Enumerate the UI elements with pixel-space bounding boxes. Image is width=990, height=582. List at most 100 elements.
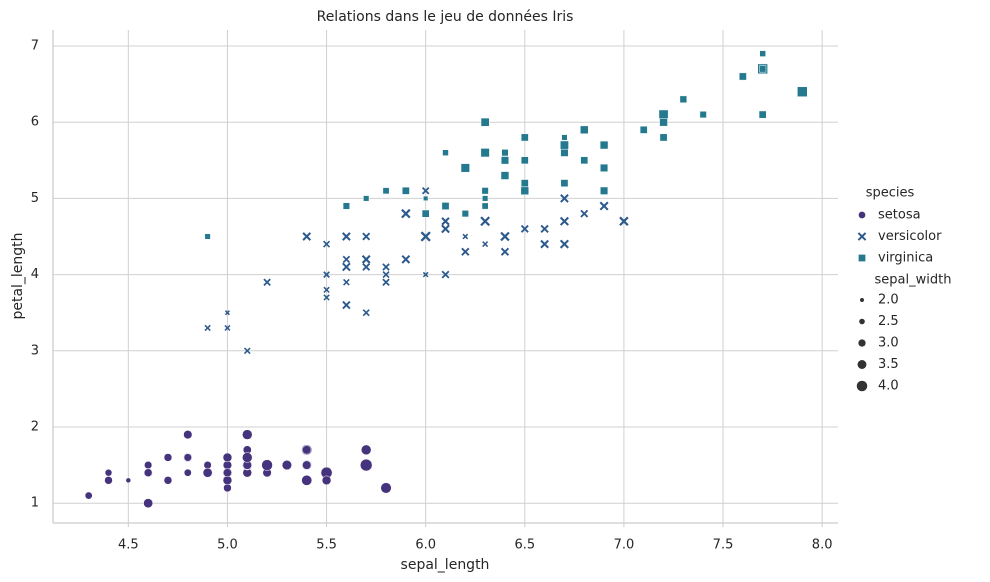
legend-label: 2.5 <box>878 314 899 329</box>
point <box>559 216 569 226</box>
point <box>163 476 173 485</box>
point <box>302 445 312 455</box>
point <box>619 216 629 226</box>
point <box>480 216 491 227</box>
legend-size-marker <box>860 298 864 302</box>
point <box>382 271 390 279</box>
x-axis-label: sepal_length <box>401 557 490 573</box>
point <box>441 224 450 234</box>
x-tick-label: 4.5 <box>118 538 139 553</box>
point <box>183 468 192 477</box>
point <box>203 461 212 470</box>
point <box>560 194 569 203</box>
point <box>501 149 509 157</box>
legend-marker <box>858 211 866 219</box>
point <box>222 452 233 463</box>
point <box>242 429 253 440</box>
point <box>104 476 113 485</box>
point <box>104 468 113 477</box>
point <box>223 483 232 493</box>
y-tick-label: 3 <box>31 343 39 358</box>
legend-size-marker <box>858 339 866 347</box>
point <box>441 202 450 210</box>
point <box>500 171 510 180</box>
legend-title: sepal_width <box>875 273 952 288</box>
point <box>561 134 568 141</box>
x-tick-label: 5.0 <box>217 538 238 553</box>
point <box>759 50 766 57</box>
point <box>362 232 371 241</box>
point <box>143 498 154 509</box>
legend-label: 4.0 <box>878 379 899 394</box>
point <box>500 156 510 165</box>
point <box>520 224 529 233</box>
grid <box>53 30 838 523</box>
legend-label: versicolor <box>878 229 942 244</box>
point <box>639 125 648 134</box>
point <box>342 300 351 310</box>
point <box>441 270 450 279</box>
point <box>659 117 668 127</box>
point <box>382 263 390 271</box>
point <box>302 460 312 470</box>
point <box>500 231 510 242</box>
point <box>362 309 370 317</box>
point <box>599 201 609 211</box>
x-tick-label: 6.5 <box>514 538 535 553</box>
y-tick-label: 7 <box>31 39 39 54</box>
legend-label: 2.0 <box>878 293 899 308</box>
point <box>401 255 411 264</box>
point <box>540 239 549 249</box>
point <box>382 278 390 286</box>
point <box>481 187 489 195</box>
point <box>482 195 489 202</box>
point <box>540 224 549 234</box>
y-tick-label: 5 <box>31 191 39 206</box>
point <box>423 195 429 201</box>
legend-size-marker <box>859 318 865 325</box>
point <box>461 247 470 256</box>
legend-marker <box>858 254 866 262</box>
point <box>560 140 569 150</box>
point <box>183 453 192 462</box>
point <box>223 468 232 478</box>
x-tick-label: 8.0 <box>812 538 833 553</box>
point <box>441 217 450 226</box>
point <box>461 210 469 218</box>
point <box>580 209 589 218</box>
point <box>362 255 371 264</box>
point <box>422 271 429 278</box>
point <box>658 109 669 120</box>
series-2 <box>204 50 808 240</box>
point <box>343 278 350 286</box>
point <box>699 111 707 119</box>
point <box>520 186 530 195</box>
point <box>342 202 350 210</box>
point <box>84 491 93 500</box>
x-tick-label: 7.0 <box>614 538 635 553</box>
point <box>243 347 251 355</box>
point <box>520 156 529 165</box>
point <box>323 286 330 294</box>
x-tick-label: 5.5 <box>316 538 337 553</box>
point <box>401 186 410 195</box>
point <box>600 163 609 172</box>
point <box>361 444 372 456</box>
point <box>520 179 529 188</box>
point <box>261 459 273 471</box>
x-tick-label: 7.5 <box>713 538 734 553</box>
y-axis-label: petal_length <box>10 232 26 319</box>
point <box>481 202 489 210</box>
legend-marker <box>857 232 867 241</box>
legend-label: 3.0 <box>878 336 899 351</box>
point <box>580 156 589 165</box>
legend-size-marker <box>857 360 867 369</box>
point <box>421 187 430 195</box>
point <box>125 477 132 484</box>
point <box>738 72 747 81</box>
point <box>520 133 529 142</box>
point <box>360 458 373 472</box>
point <box>382 187 390 195</box>
